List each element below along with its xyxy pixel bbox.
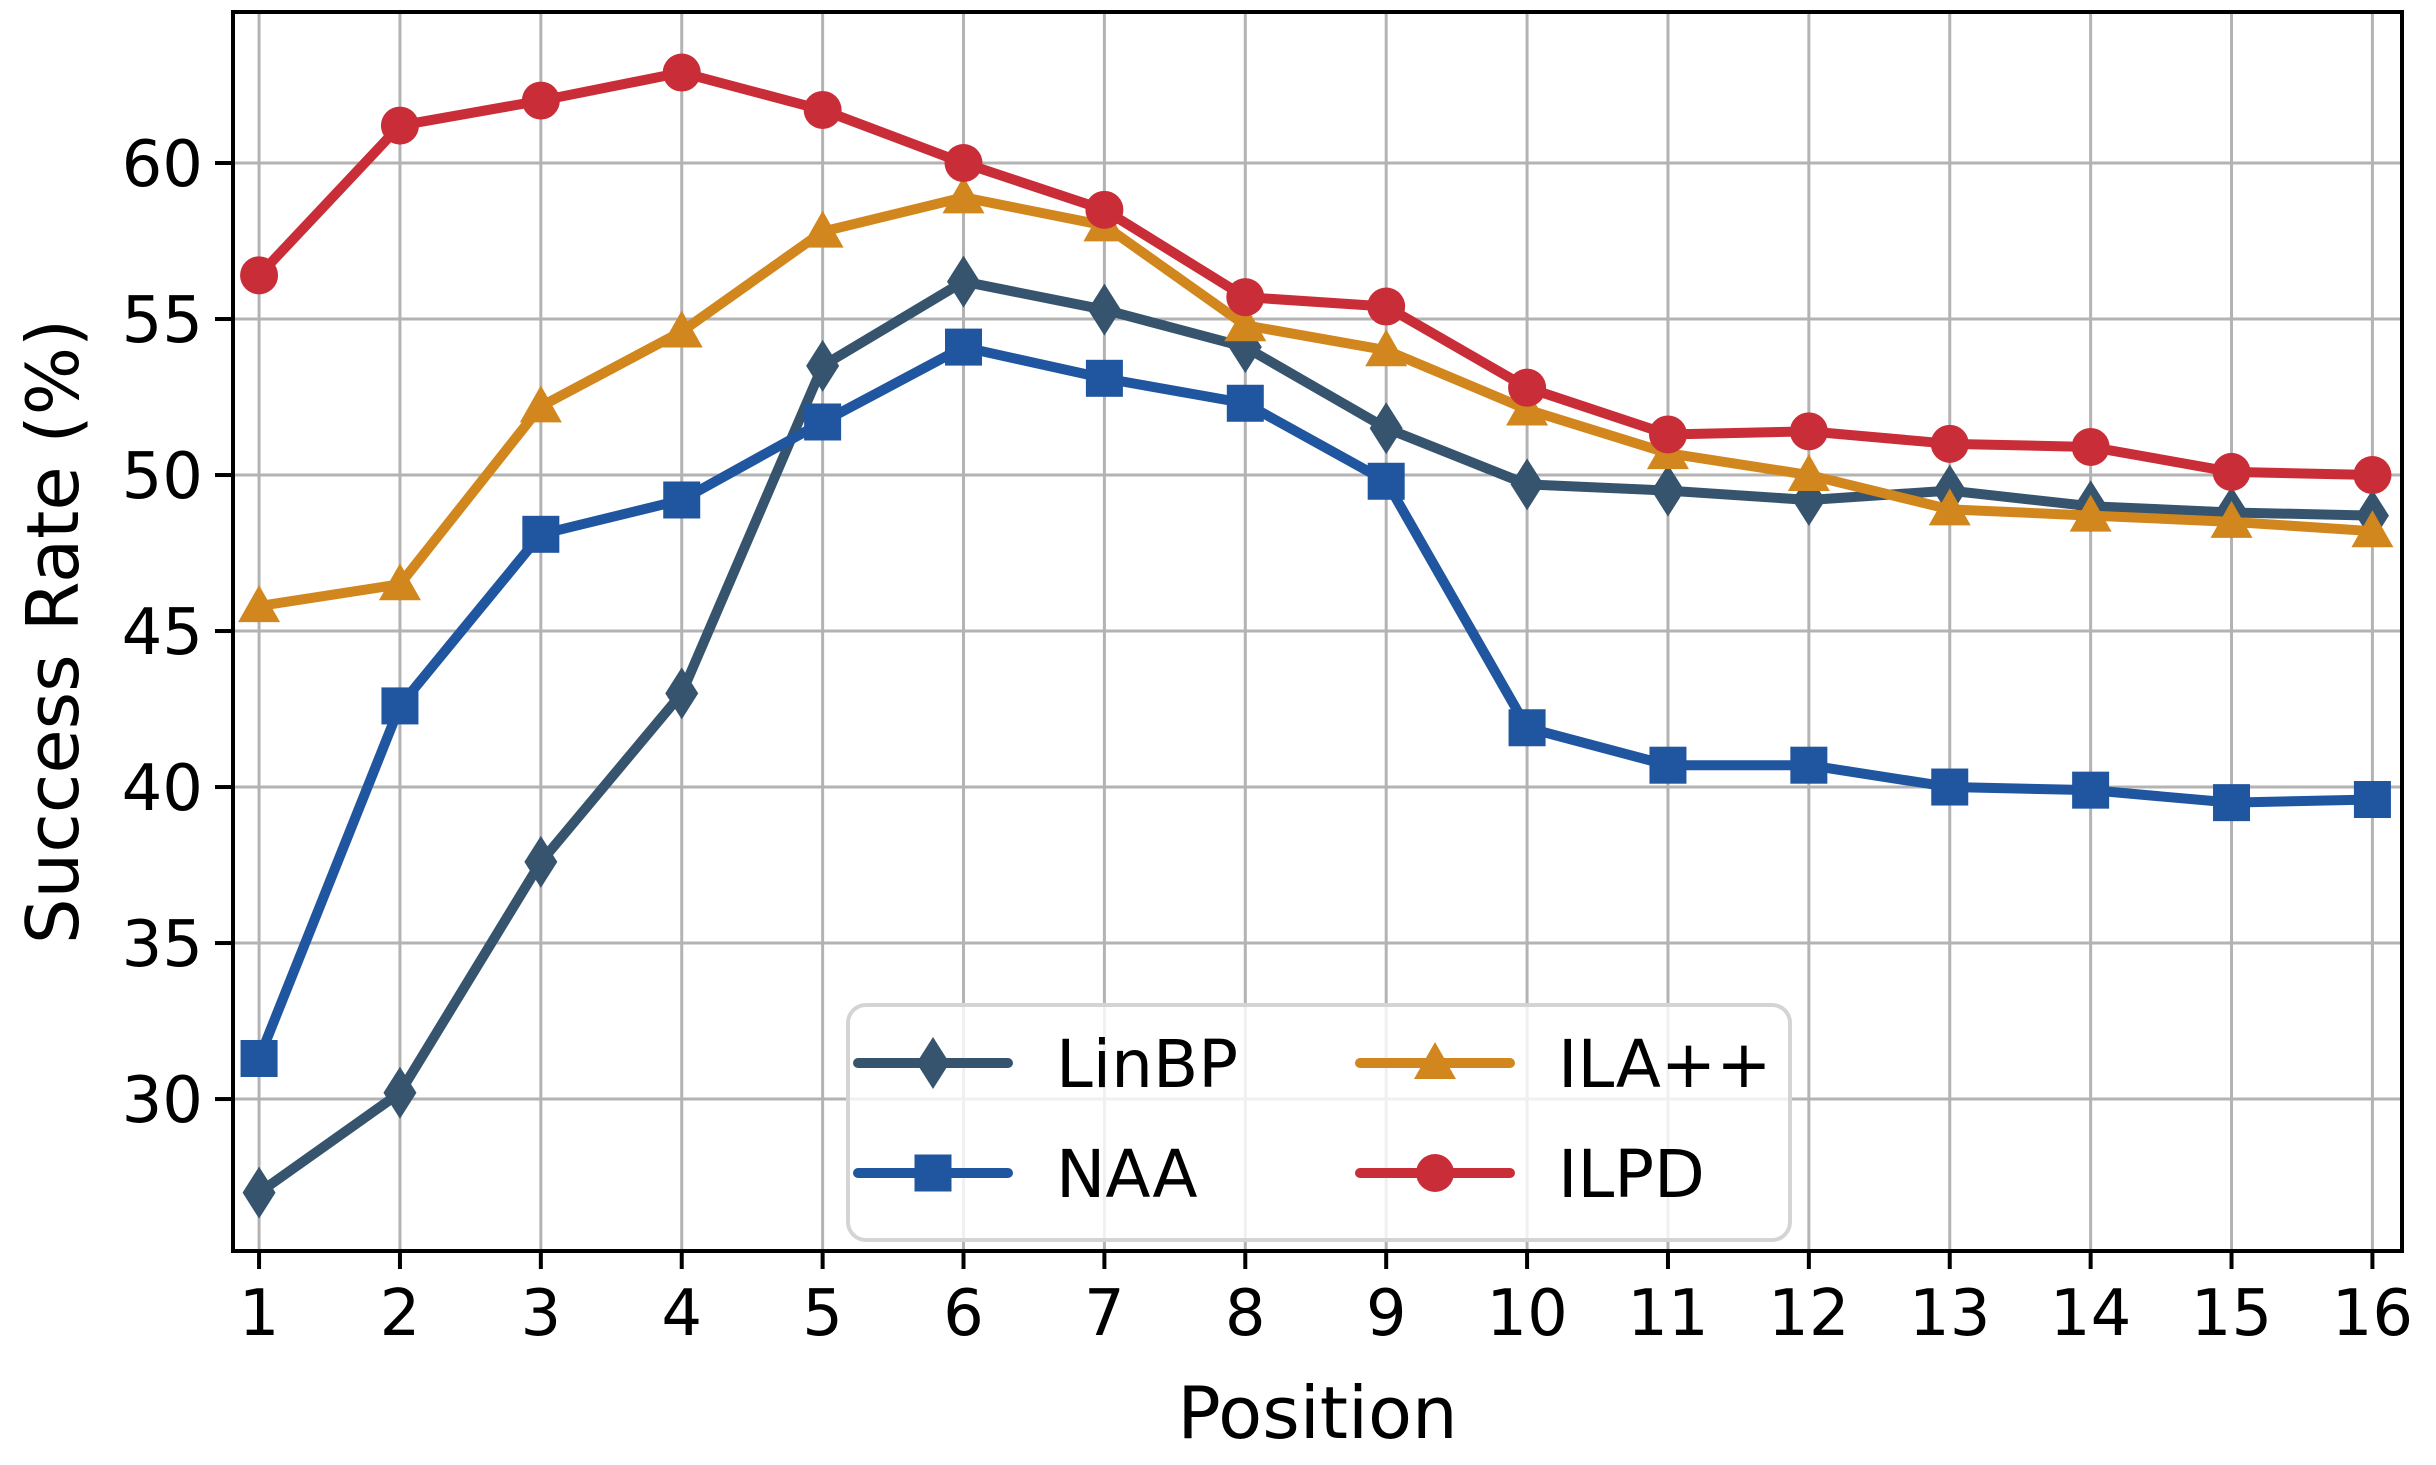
x-tick-label-8: 8 [1225, 1277, 1266, 1351]
plot-border [231, 10, 2404, 1253]
x-tick-label-4: 4 [661, 1277, 702, 1351]
series-ila [238, 176, 2394, 623]
series-line-ilpd [254, 67, 2378, 481]
x-tick-label-6: 6 [943, 1277, 984, 1351]
legend-marker-thin-diamond-icon [916, 1037, 950, 1089]
series-line-naa [254, 342, 2378, 1064]
legend-marker-circle-icon [1416, 1154, 1454, 1192]
legend-item-ilpd: ILPD [1355, 1136, 1705, 1213]
y-tick-label-35: 35 [122, 908, 203, 982]
legend-label-linbp: LinBP [1056, 1026, 1238, 1103]
legend-label-ilpd: ILPD [1558, 1136, 1705, 1213]
y-tick-label-45: 45 [122, 596, 203, 670]
x-axis-label: Position [1177, 1371, 1457, 1455]
series-ilpd [240, 53, 2392, 495]
y-tick-label-40: 40 [122, 752, 203, 826]
legend-marker-triangle-up-icon [1414, 1042, 1456, 1079]
y-tick-label-55: 55 [122, 284, 203, 358]
legend-label-ila: ILA++ [1558, 1026, 1772, 1103]
x-tick-label-12: 12 [1768, 1277, 1849, 1351]
series-markers-naa [240, 328, 2391, 1077]
x-tick-label-15: 15 [2191, 1277, 2272, 1351]
axis-ticks [215, 161, 2375, 1269]
x-tick-label-5: 5 [802, 1277, 843, 1351]
legend-label-naa: NAA [1056, 1136, 1198, 1213]
series-line-ila [254, 192, 2378, 612]
y-tick-label-60: 60 [122, 128, 203, 202]
x-tick-label-1: 1 [239, 1277, 280, 1351]
x-tick-label-14: 14 [2050, 1277, 2131, 1351]
x-tick-label-11: 11 [1627, 1277, 1708, 1351]
legend-frame [846, 1003, 1792, 1242]
x-tick-label-7: 7 [1084, 1277, 1125, 1351]
x-tick-label-13: 13 [1909, 1277, 1990, 1351]
legend-item-ila: ILA++ [1355, 1026, 1772, 1103]
x-tick-label-10: 10 [1486, 1277, 1567, 1351]
y-axis-label: Success Rate (%) [11, 319, 95, 944]
series-naa [240, 328, 2391, 1077]
x-tick-label-3: 3 [520, 1277, 561, 1351]
x-tick-label-9: 9 [1366, 1277, 1407, 1351]
grid-lines [233, 12, 2402, 1251]
series-markers-ilpd [240, 53, 2392, 495]
legend-marker-square-icon [914, 1154, 952, 1192]
y-tick-label-50: 50 [122, 440, 203, 514]
x-tick-label-2: 2 [380, 1277, 421, 1351]
series-line-linbp [254, 276, 2378, 1198]
legend: LinBP NAA ILA++ ILPD [846, 1003, 1792, 1242]
legend-item-linbp: LinBP [853, 1026, 1238, 1103]
legend-item-naa: NAA [853, 1136, 1198, 1213]
y-tick-label-30: 30 [122, 1064, 203, 1138]
x-tick-label-16: 16 [2332, 1277, 2413, 1351]
